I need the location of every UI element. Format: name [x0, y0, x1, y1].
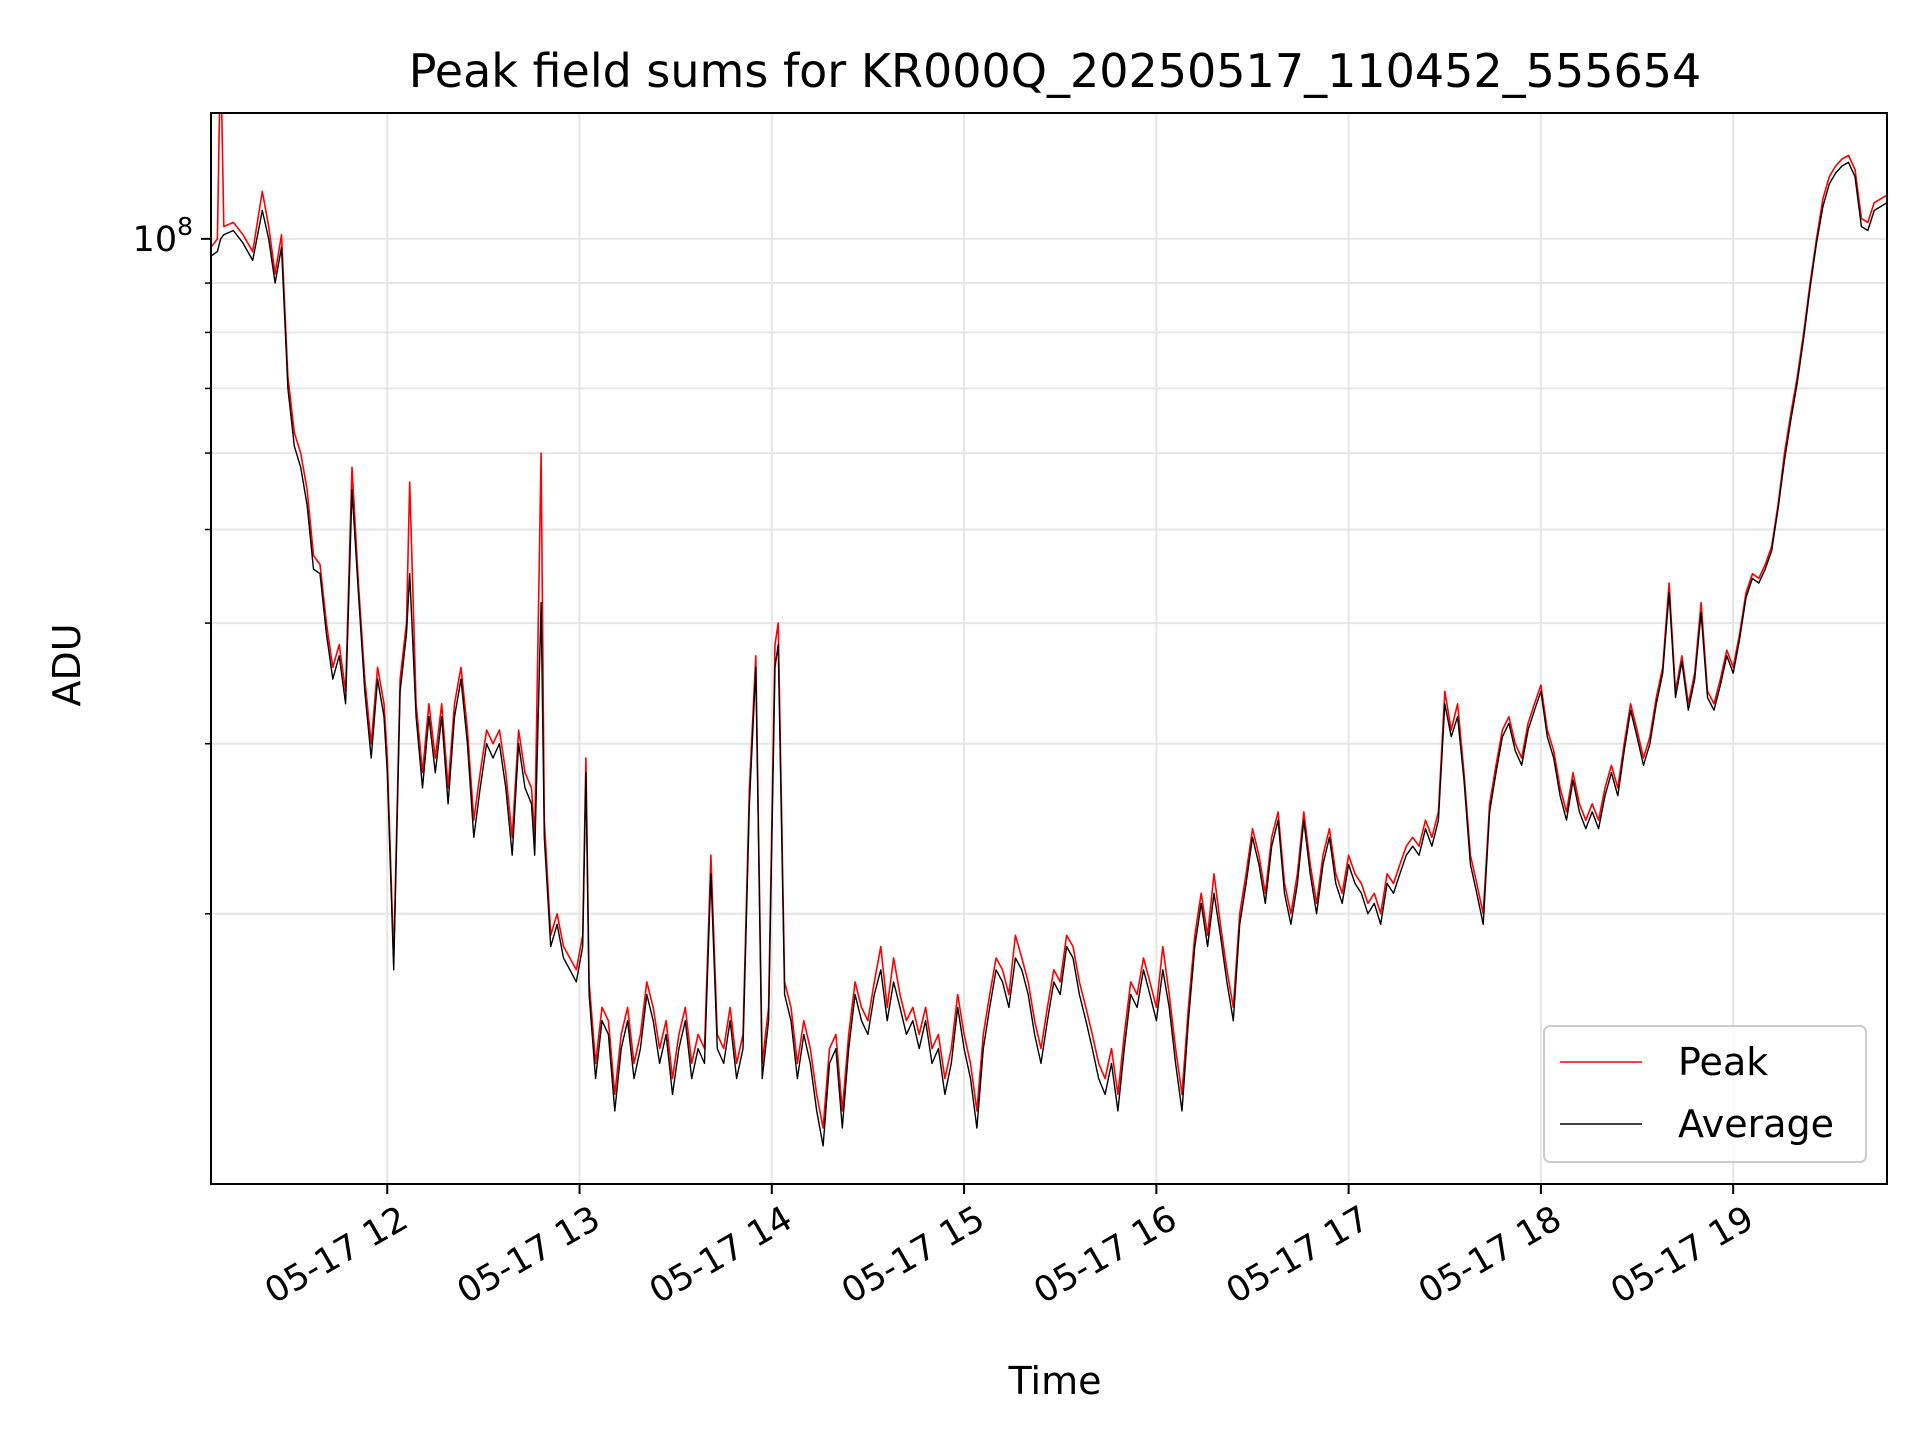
- series-layer: [211, 113, 1887, 1147]
- grid: [211, 113, 1887, 1184]
- legend-box: [1543, 1025, 1867, 1163]
- plot-frame: [210, 112, 1888, 1185]
- y-tick-base: 10: [133, 220, 178, 260]
- x-axis-label: Time: [1008, 1359, 1102, 1403]
- y-tick-label: 108: [133, 212, 193, 260]
- chart-title: Peak field sums for KR000Q_20250517_1104…: [409, 44, 1702, 98]
- series-line-average: [211, 161, 1887, 1147]
- series-line-peak: [211, 113, 1887, 1129]
- y-axis-label: ADU: [45, 623, 89, 706]
- legend-label-average: Average: [1678, 1102, 1834, 1146]
- y-axis-ticks: 108: [133, 212, 211, 915]
- legend-label-peak: Peak: [1678, 1040, 1768, 1084]
- y-tick-exponent: 8: [177, 212, 193, 241]
- legend[interactable]: Peak Average: [1543, 1025, 1867, 1163]
